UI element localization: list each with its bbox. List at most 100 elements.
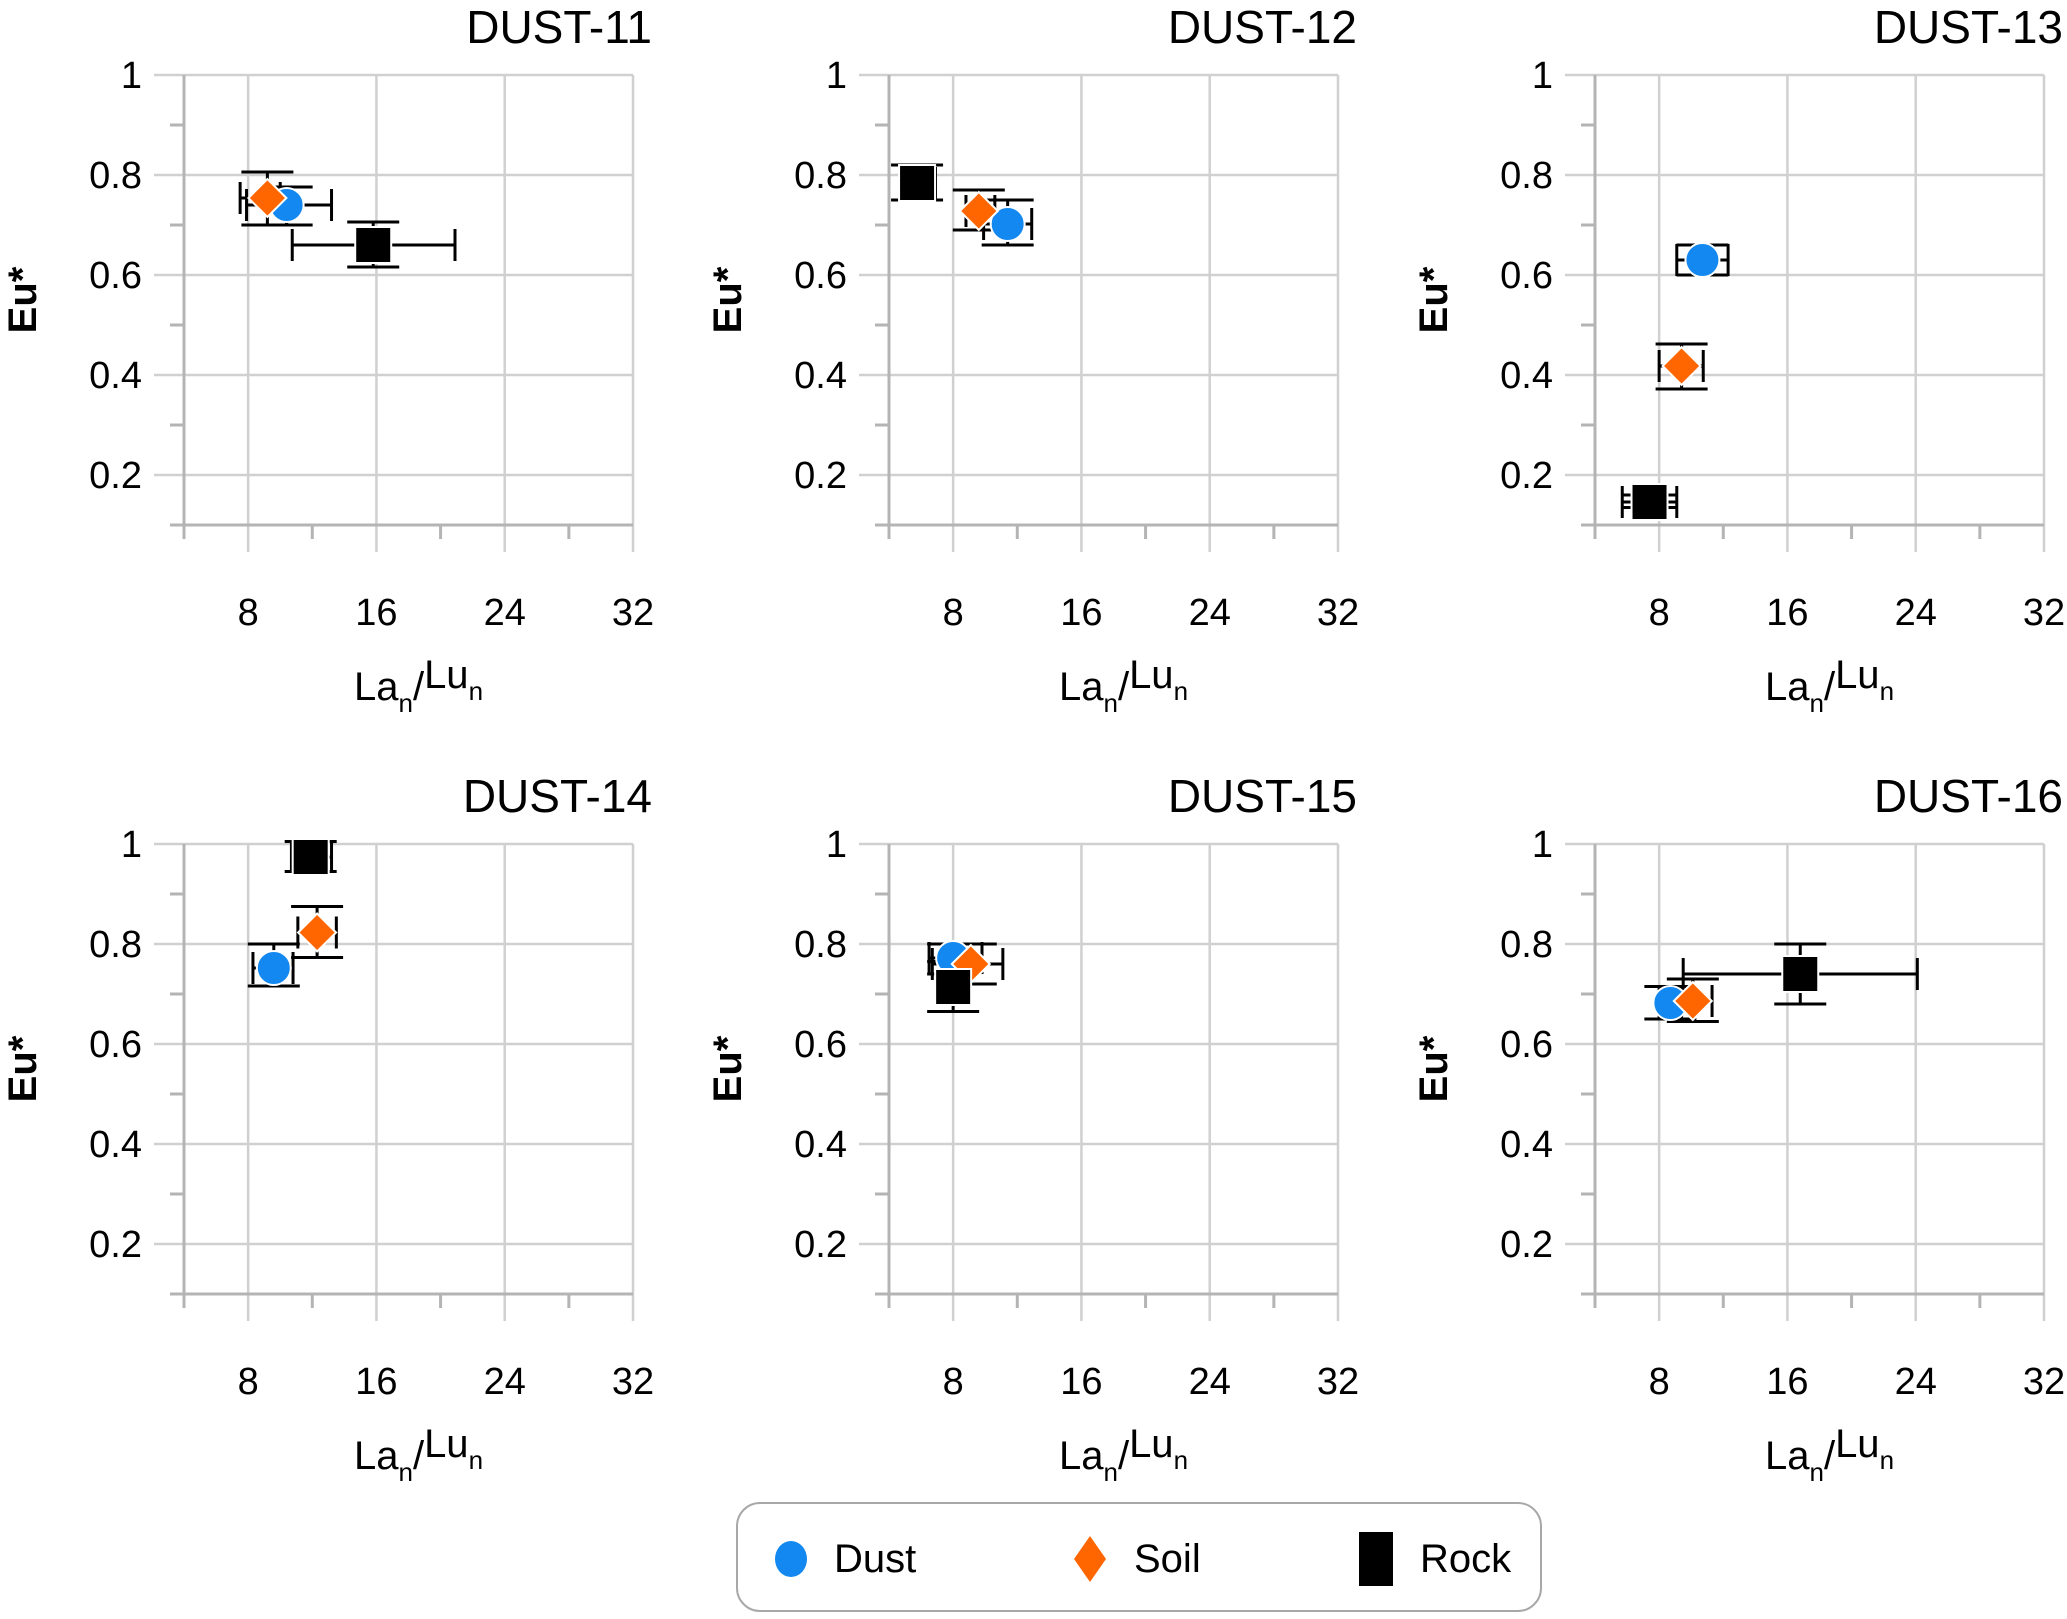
x-label-part: La — [1765, 1434, 1810, 1478]
x-axis-label: Lan/Lun — [1059, 653, 1188, 718]
point-dust — [255, 950, 292, 986]
x-label-part: Lu — [1835, 1422, 1880, 1466]
y-tick-label: 0.8 — [89, 924, 142, 966]
x-tick-label: 8 — [238, 1361, 259, 1403]
panel-title: DUST-15 — [1168, 770, 1357, 822]
legend-label-soil: Soil — [1134, 1536, 1201, 1581]
x-axis-label: Lan/Lun — [354, 1422, 483, 1487]
x-label-part: La — [354, 665, 399, 709]
point-soil — [296, 912, 338, 953]
y-axis-label: Eu* — [1, 1035, 45, 1102]
x-tick-label: 16 — [355, 592, 397, 634]
point-soil — [1661, 345, 1703, 387]
x-tick-label: 24 — [1895, 592, 1937, 634]
x-axis-label: Lan/Lun — [1059, 1422, 1188, 1487]
x-axis-label: Lan/Lun — [1765, 1422, 1894, 1487]
legend-item-rock: Rock — [1358, 1504, 1511, 1614]
x-axis-label: Lan/Lun — [354, 653, 483, 718]
point-rock — [354, 226, 393, 264]
y-tick-label: 1 — [826, 55, 847, 97]
x-tick-label: 32 — [612, 592, 654, 634]
x-label-part: n — [1174, 676, 1188, 706]
x-tick-label: 8 — [238, 592, 259, 634]
x-label-part: n — [1880, 676, 1894, 706]
y-tick-label: 0.2 — [1500, 1224, 1553, 1266]
legend: Dust Soil Rock — [736, 1502, 1542, 1612]
x-label-part: n — [1880, 1445, 1894, 1475]
x-tick-label: 24 — [1189, 1361, 1231, 1403]
x-tick-label: 32 — [1317, 1361, 1359, 1403]
x-label-part: / — [413, 1434, 425, 1478]
x-tick-label: 32 — [2023, 592, 2065, 634]
diamond-marker-icon — [1074, 1536, 1106, 1582]
y-tick-label: 0.2 — [89, 1224, 142, 1266]
panel-title: DUST-16 — [1874, 770, 2063, 822]
point-soil — [246, 177, 288, 219]
x-tick-label: 8 — [1649, 592, 1670, 634]
point-rock — [291, 838, 330, 876]
legend-label-dust: Dust — [834, 1536, 917, 1581]
y-tick-label: 1 — [121, 55, 142, 97]
y-axis-label: Eu* — [706, 1035, 750, 1102]
point-rock — [1630, 483, 1669, 521]
point-dust — [1684, 242, 1721, 278]
x-tick-label: 16 — [1060, 592, 1102, 634]
y-axis-label: Eu* — [706, 266, 750, 333]
y-axis-label: Eu* — [1412, 1035, 1456, 1102]
x-label-part: / — [1118, 665, 1130, 709]
y-tick-label: 0.8 — [794, 924, 847, 966]
point-soil — [1672, 980, 1714, 1022]
y-tick-label: 0.6 — [89, 255, 142, 297]
point-rock — [934, 968, 973, 1006]
x-label-part: La — [1765, 665, 1810, 709]
panel-title: DUST-14 — [463, 770, 652, 822]
legend-label-rock: Rock — [1420, 1536, 1512, 1581]
x-tick-label: 32 — [1317, 592, 1359, 634]
x-label-part: Lu — [424, 653, 469, 697]
x-label-part: Lu — [424, 1422, 469, 1466]
x-label-part: La — [354, 1434, 399, 1478]
y-tick-label: 0.8 — [1500, 155, 1553, 197]
y-tick-label: 0.6 — [1500, 255, 1553, 297]
x-label-part: n — [398, 688, 412, 718]
x-tick-label: 24 — [484, 1361, 526, 1403]
panel-title: DUST-11 — [466, 1, 652, 53]
x-tick-label: 16 — [1060, 1361, 1102, 1403]
x-label-part: / — [1118, 1434, 1130, 1478]
panel-title: DUST-13 — [1874, 1, 2063, 53]
circle-marker-icon — [775, 1541, 807, 1577]
x-tick-label: 32 — [2023, 1361, 2065, 1403]
y-tick-label: 0.2 — [89, 455, 142, 497]
y-tick-label: 0.8 — [1500, 924, 1553, 966]
x-tick-label: 16 — [355, 1361, 397, 1403]
y-tick-label: 1 — [826, 824, 847, 866]
y-tick-label: 0.6 — [794, 255, 847, 297]
y-tick-label: 0.2 — [794, 455, 847, 497]
x-label-part: n — [398, 1457, 412, 1487]
x-label-part: n — [1103, 688, 1117, 718]
y-tick-label: 0.4 — [794, 355, 847, 397]
panel-title: DUST-12 — [1168, 1, 1357, 53]
x-tick-label: 16 — [1766, 592, 1808, 634]
y-axis-label: Eu* — [1, 266, 45, 333]
y-tick-label: 0.4 — [89, 1124, 142, 1166]
x-label-part: n — [1809, 688, 1823, 718]
x-label-part: Lu — [1129, 1422, 1174, 1466]
x-tick-label: 24 — [484, 592, 526, 634]
y-tick-label: 0.2 — [794, 1224, 847, 1266]
point-rock — [1781, 955, 1820, 993]
x-axis-label: Lan/Lun — [1765, 653, 1894, 718]
y-tick-label: 0.6 — [1500, 1024, 1553, 1066]
y-tick-label: 1 — [1532, 55, 1553, 97]
point-dust — [989, 206, 1026, 242]
y-tick-label: 1 — [1532, 824, 1553, 866]
x-tick-label: 32 — [612, 1361, 654, 1403]
point-rock — [898, 164, 937, 202]
y-tick-label: 1 — [121, 824, 142, 866]
legend-marker-dust — [775, 1541, 807, 1577]
